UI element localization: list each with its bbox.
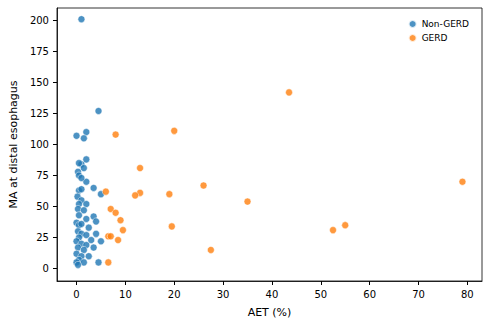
svg-text:MA at distal esophagus: MA at distal esophagus: [7, 80, 20, 208]
svg-text:25: 25: [36, 232, 49, 243]
svg-text:AET (%): AET (%): [248, 306, 292, 319]
svg-text:125: 125: [30, 108, 49, 119]
svg-text:0: 0: [43, 263, 49, 274]
svg-text:200: 200: [30, 15, 49, 26]
svg-text:40: 40: [266, 289, 279, 300]
svg-text:75: 75: [36, 170, 49, 181]
svg-text:Non-GERD: Non-GERD: [422, 19, 469, 29]
svg-text:60: 60: [363, 289, 376, 300]
svg-text:70: 70: [412, 289, 425, 300]
svg-text:80: 80: [461, 289, 474, 300]
svg-text:50: 50: [36, 201, 49, 212]
svg-text:0: 0: [73, 289, 79, 300]
svg-text:10: 10: [119, 289, 132, 300]
svg-text:100: 100: [30, 139, 49, 150]
svg-text:50: 50: [314, 289, 327, 300]
svg-text:20: 20: [168, 289, 181, 300]
svg-text:30: 30: [217, 289, 230, 300]
svg-text:GERD: GERD: [422, 33, 448, 43]
svg-text:150: 150: [30, 77, 49, 88]
svg-text:175: 175: [30, 46, 49, 57]
